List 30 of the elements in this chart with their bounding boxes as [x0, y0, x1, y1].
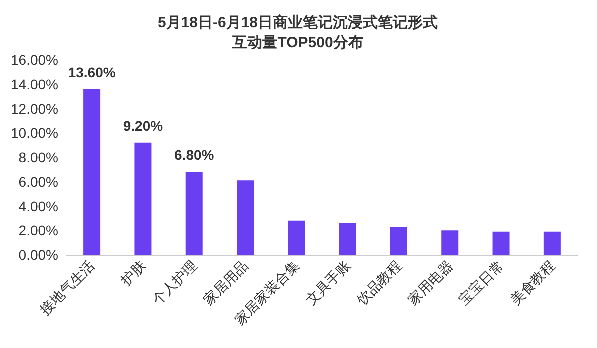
bar: [339, 223, 356, 255]
x-tick-label: 宝宝日常: [456, 257, 507, 308]
data-label: 9.20%: [123, 118, 164, 134]
y-tick-label: 8.00%: [18, 150, 58, 166]
x-tick-label: 美食教程: [507, 257, 558, 308]
bar: [390, 226, 408, 255]
x-tick-label: 家用电器: [404, 257, 456, 308]
data-label: 13.60%: [68, 64, 116, 80]
bar: [134, 142, 152, 255]
y-tick-label: 12.00%: [11, 100, 58, 117]
y-tick-label: 14.00%: [11, 76, 58, 92]
data-label: 6.80%: [174, 147, 215, 164]
y-tick-label: 10.00%: [11, 125, 58, 142]
y-tick-label: 2.00%: [18, 222, 58, 239]
bar: [186, 172, 203, 255]
y-tick-label: 0.00%: [18, 247, 58, 263]
bar: [84, 89, 101, 255]
chart-title: 5月18日-6月18日商业笔记沉浸式笔记形式互动量TOP500分布: [158, 14, 438, 52]
x-tick-label: 文具手账: [302, 257, 354, 308]
y-tick-label: 4.00%: [18, 198, 58, 214]
y-tick-label: 6.00%: [18, 174, 58, 190]
bar: [288, 220, 306, 255]
bar: [544, 232, 561, 255]
x-tick-label: 护肤: [117, 257, 149, 290]
bar: [237, 180, 254, 255]
x-tick-label: 个人护理: [149, 257, 200, 308]
x-tick-label: 饮品教程: [353, 257, 405, 309]
y-tick-label: 16.00%: [11, 52, 58, 68]
bar: [442, 230, 459, 255]
bar: [492, 232, 510, 255]
